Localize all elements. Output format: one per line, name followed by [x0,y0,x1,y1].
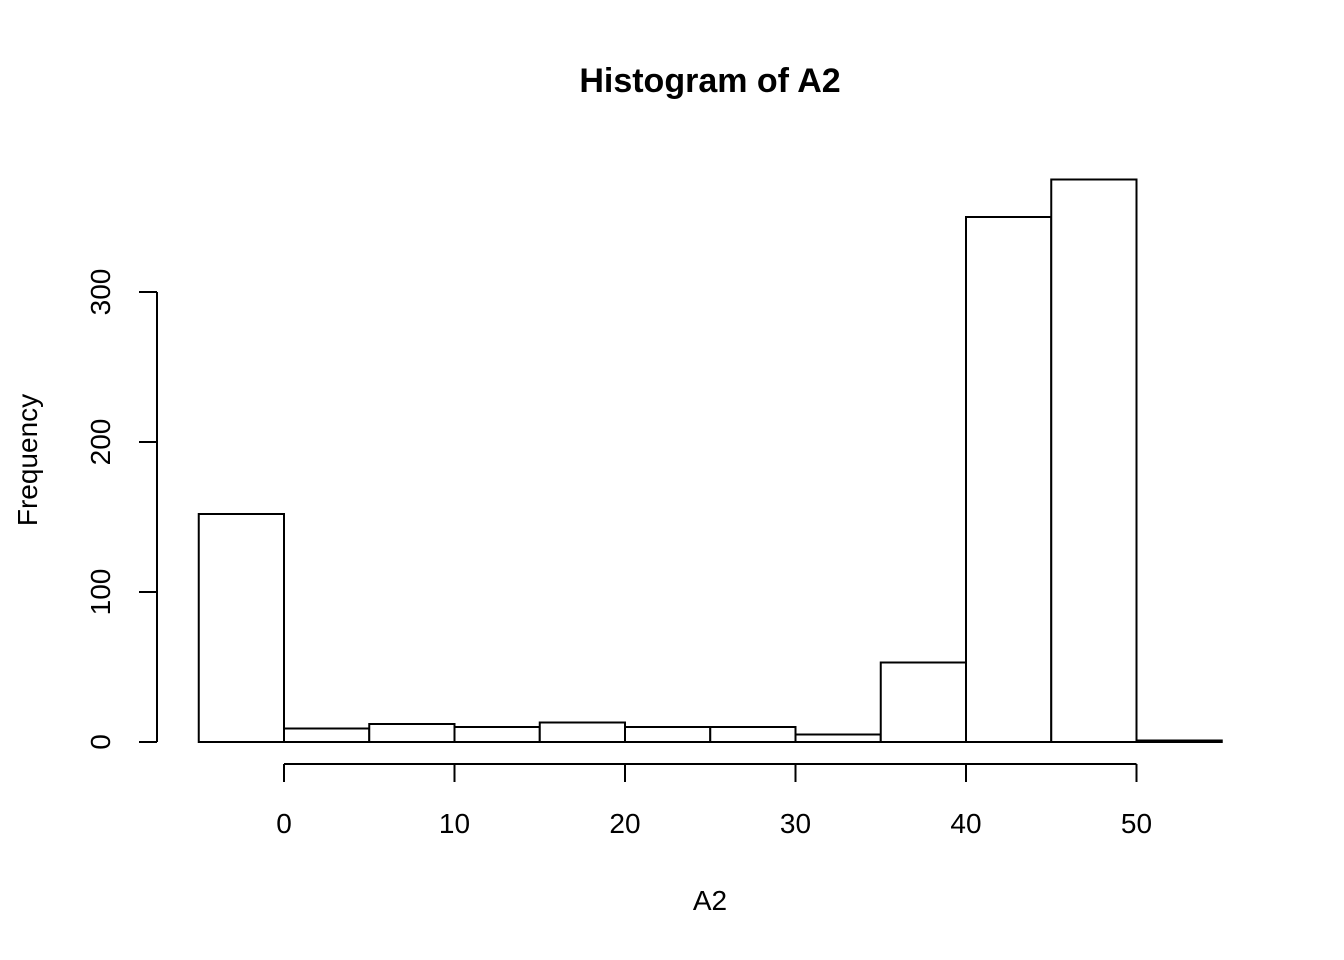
x-axis: 0 10 20 30 40 50 [276,763,1152,839]
bars-group [197,178,1223,743]
histogram-bar-1 [283,727,371,743]
y-axis-label: Frequency [12,394,43,526]
x-tick-label-20: 20 [609,808,640,839]
y-tick-label-200: 200 [85,419,116,466]
histogram-bar-11 [1135,739,1223,743]
x-tick-label-10: 10 [439,808,470,839]
y-tick-label-300: 300 [85,269,116,316]
y-tick-label-100: 100 [85,569,116,616]
x-tick-label-50: 50 [1121,808,1152,839]
histogram-bar-3 [453,726,541,743]
chart-title: Histogram of A2 [579,62,840,100]
histogram-bar-7 [794,733,882,743]
y-tick-label-0: 0 [85,734,116,750]
x-axis-label: A2 [693,885,727,916]
histogram-bar-10 [1050,178,1138,743]
histogram-bar-6 [709,726,797,743]
histogram-bar-2 [368,723,456,743]
histogram-bar-5 [624,726,712,743]
x-tick-label-30: 30 [780,808,811,839]
histogram-bar-4 [538,721,626,743]
y-axis: 0 100 200 300 [85,269,158,750]
histogram-bar-8 [879,661,967,743]
histogram-bar-9 [965,216,1053,743]
x-tick-label-0: 0 [276,808,292,839]
histogram-bar-0 [197,513,285,743]
x-tick-label-40: 40 [950,808,981,839]
